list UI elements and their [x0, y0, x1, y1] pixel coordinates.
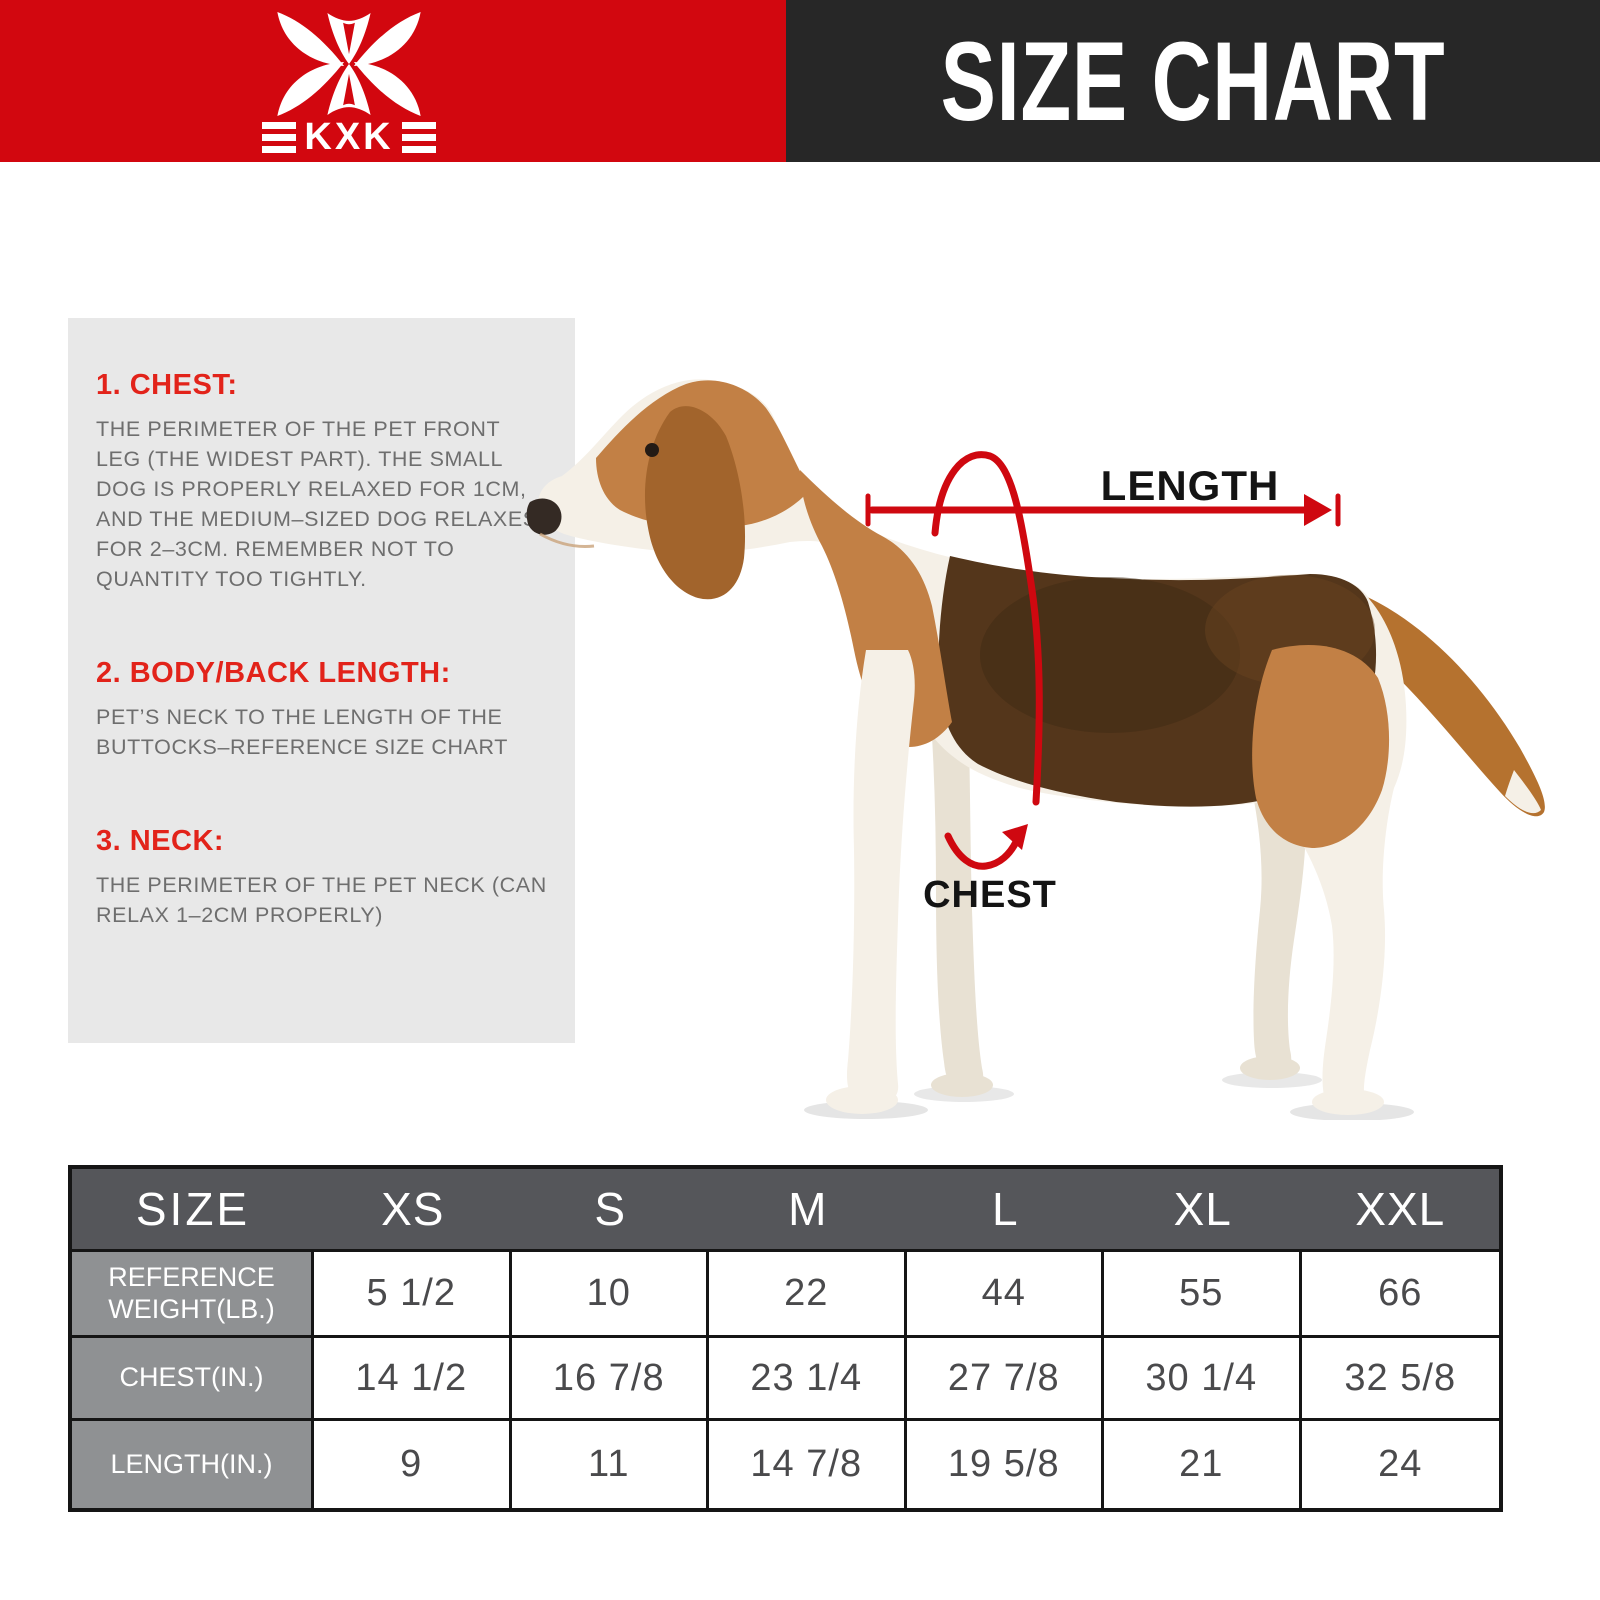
section-body: THE PERIMETER OF THE PET NECK (CAN RELAX… — [96, 873, 547, 927]
measuring-instructions-panel: 1. CHEST: THE PERIMETER OF THE PET FRONT… — [68, 318, 575, 1043]
beagle-dog-illustration — [526, 379, 1545, 1120]
table-cell: 14 7/8 — [709, 1421, 907, 1508]
row-label-length: LENGTH(IN.) — [72, 1421, 314, 1508]
length-label: LENGTH — [1100, 462, 1280, 509]
row-label-chest: CHEST(IN.) — [72, 1338, 314, 1421]
section-heading: 2. BODY/BACK LENGTH: — [96, 657, 451, 689]
table-cell: 9 — [314, 1421, 512, 1508]
instruction-section-body-length: 2. BODY/BACK LENGTH: PET’S NECK TO THE L… — [96, 656, 551, 762]
column-header-l: L — [906, 1169, 1104, 1252]
kxk-logo-icon — [277, 11, 421, 117]
section-heading: 3. NECK: — [96, 825, 225, 857]
table-cell: 27 7/8 — [906, 1338, 1104, 1421]
table-cell: 22 — [709, 1252, 907, 1338]
table-cell: 14 1/2 — [314, 1338, 512, 1421]
column-header-xl: XL — [1104, 1169, 1302, 1252]
table-cell: 32 5/8 — [1301, 1338, 1499, 1421]
table-cell: 11 — [512, 1421, 709, 1508]
table-cell: 10 — [511, 1252, 709, 1338]
logo-bars-left-icon — [262, 121, 297, 153]
title-bar: SIZE CHART — [786, 0, 1600, 162]
table-cell: 66 — [1301, 1252, 1499, 1338]
table-cell: 23 1/4 — [709, 1338, 907, 1421]
section-heading: 1. CHEST: — [96, 369, 238, 401]
logo-bars-right-icon — [401, 121, 436, 153]
brand-name: KXK — [304, 116, 394, 158]
column-header-m: M — [709, 1169, 907, 1252]
table-cell: 55 — [1104, 1252, 1302, 1338]
section-body: THE PERIMETER OF THE PET FRONT LEG (THE … — [96, 417, 538, 591]
table-cell: 21 — [1104, 1421, 1302, 1508]
column-header-xxl: XXL — [1301, 1169, 1499, 1252]
brand-wordmark: KXK — [239, 116, 459, 158]
table-cell: 5 1/2 — [314, 1252, 512, 1338]
row-label-weight: REFERENCE WEIGHT(LB.) — [72, 1252, 314, 1338]
table-cell: 30 1/4 — [1104, 1338, 1302, 1421]
table-corner-header: SIZE — [72, 1169, 314, 1252]
table-cell: 19 5/8 — [907, 1421, 1104, 1508]
table-cell: 16 7/8 — [511, 1338, 709, 1421]
chest-label: CHEST — [923, 874, 1057, 916]
column-header-s: S — [511, 1169, 709, 1252]
instruction-section-neck: 3. NECK: THE PERIMETER OF THE PET NECK (… — [96, 824, 551, 930]
table-cell: 24 — [1378, 1443, 1423, 1485]
size-table: SIZE XS S M L XL XXL REFERENCE WEIGHT(LB… — [68, 1165, 1503, 1512]
instruction-section-chest: 1. CHEST: THE PERIMETER OF THE PET FRONT… — [96, 368, 551, 594]
page-title: SIZE CHART — [940, 18, 1446, 144]
table-cell: 44 — [906, 1252, 1104, 1338]
section-body: PET’S NECK TO THE LENGTH OF THE BUTTOCKS… — [96, 705, 509, 759]
column-header-xs: XS — [314, 1169, 512, 1252]
brand-header-block: KXK — [0, 0, 786, 162]
